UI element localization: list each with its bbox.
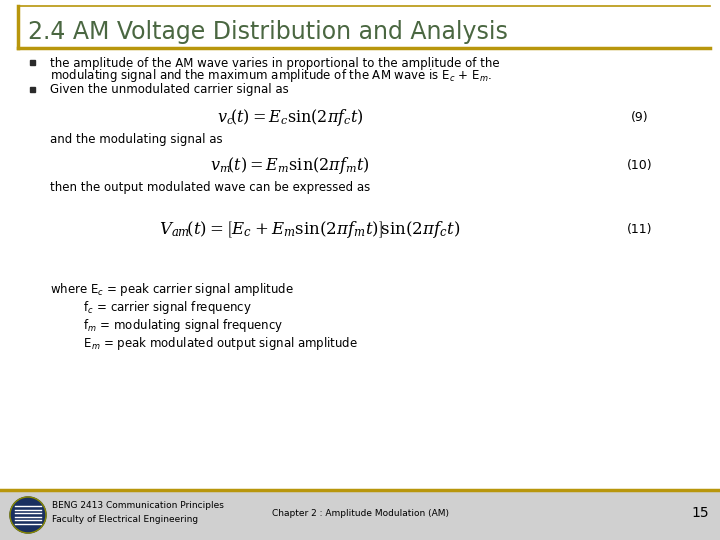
Text: E$_m$ = peak modulated output signal amplitude: E$_m$ = peak modulated output signal amp…: [50, 335, 358, 353]
Text: 15: 15: [691, 506, 708, 520]
Text: (9): (9): [631, 111, 649, 125]
Text: Given the unmodulated carrier signal as: Given the unmodulated carrier signal as: [50, 84, 289, 97]
Text: (11): (11): [627, 224, 653, 237]
Text: $v_c\!\left(t\right)= E_c\sin(2\pi f_c t)$: $v_c\!\left(t\right)= E_c\sin(2\pi f_c t…: [217, 107, 364, 129]
Text: 2.4 AM Voltage Distribution and Analysis: 2.4 AM Voltage Distribution and Analysis: [28, 20, 508, 44]
Text: f$_m$ = modulating signal frequency: f$_m$ = modulating signal frequency: [50, 318, 284, 334]
Text: $v_m\!\left(t\right)= E_m\sin(2\pi f_m t)$: $v_m\!\left(t\right)= E_m\sin(2\pi f_m t…: [210, 154, 370, 176]
Text: (10): (10): [627, 159, 653, 172]
Text: Chapter 2 : Amplitude Modulation (AM): Chapter 2 : Amplitude Modulation (AM): [271, 509, 449, 517]
Text: where E$_c$ = peak carrier signal amplitude: where E$_c$ = peak carrier signal amplit…: [50, 281, 294, 299]
Circle shape: [10, 497, 46, 533]
Text: then the output modulated wave can be expressed as: then the output modulated wave can be ex…: [50, 180, 370, 193]
Bar: [30, 87, 35, 92]
Text: modulating signal and the maximum amplitude of the AM wave is E$_c$ + E$_m$.: modulating signal and the maximum amplit…: [50, 66, 492, 84]
Text: and the modulating signal as: and the modulating signal as: [50, 133, 222, 146]
Text: the amplitude of the AM wave varies in proportional to the amplitude of the: the amplitude of the AM wave varies in p…: [50, 57, 500, 70]
Text: Faculty of Electrical Engineering: Faculty of Electrical Engineering: [52, 516, 198, 524]
Text: BENG 2413 Communication Principles: BENG 2413 Communication Principles: [52, 502, 224, 510]
Bar: [0, 490, 720, 540]
Text: f$_c$ = carrier signal frequency: f$_c$ = carrier signal frequency: [50, 300, 252, 316]
Text: $V_{am}\!\left(t\right) = \left[E_c + E_m\sin(2\pi f_m t)\right]\!\sin(2\pi f_c : $V_{am}\!\left(t\right) = \left[E_c + E_…: [159, 219, 461, 240]
Bar: [30, 60, 35, 65]
